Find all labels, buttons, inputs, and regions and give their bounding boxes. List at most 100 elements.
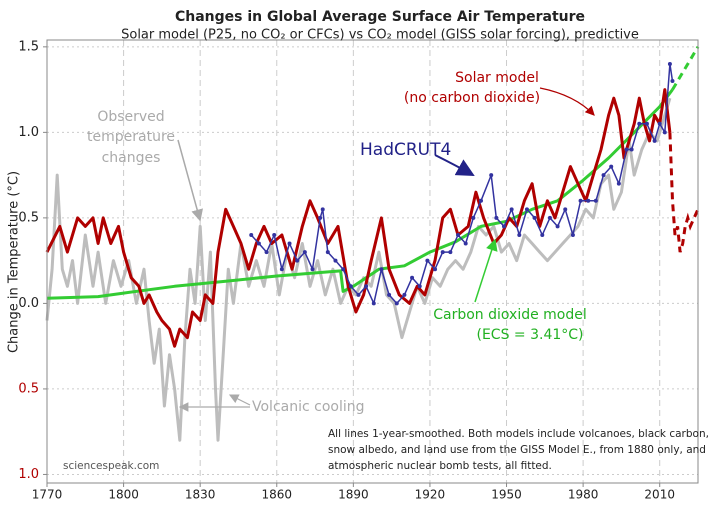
- y-axis-label: Change in Temperature (°C): [7, 171, 22, 353]
- y-tick-label: 0.5: [18, 210, 39, 225]
- y-tick-label: 1.5: [18, 39, 39, 54]
- y-tick-label: 0.0: [18, 296, 39, 311]
- data-point: [348, 284, 353, 289]
- data-point: [364, 284, 369, 289]
- note: atmospheric nuclear bomb tests, all fitt…: [328, 460, 552, 472]
- data-point: [524, 207, 529, 212]
- annotation: temperature: [87, 129, 175, 145]
- annotation: HadCRUT4: [360, 140, 451, 160]
- data-point: [256, 241, 261, 246]
- predicted-line: [671, 46, 700, 91]
- data-point: [667, 61, 672, 66]
- chart-title: Changes in Global Average Surface Air Te…: [175, 9, 585, 25]
- data-point: [371, 301, 376, 306]
- x-tick-label: 1920: [415, 488, 446, 502]
- data-point: [637, 121, 642, 126]
- chart-subtitle: Solar model (P25, no CO₂ or CFCs) vs CO₂…: [121, 28, 639, 43]
- data-point: [279, 267, 284, 272]
- annotation: Carbon dioxide model: [433, 307, 587, 323]
- x-tick-label: 1830: [185, 488, 216, 502]
- arrow: [228, 394, 251, 406]
- x-tick-label: 1800: [108, 488, 139, 502]
- data-point: [325, 250, 330, 255]
- data-point: [601, 173, 606, 178]
- data-point: [517, 232, 522, 237]
- predicted-line: [668, 132, 700, 253]
- data-point: [670, 79, 675, 84]
- y-tick-label: 1.0: [18, 467, 39, 482]
- data-point: [318, 215, 323, 220]
- data-point: [417, 284, 422, 289]
- x-tick-label: 1950: [491, 488, 522, 502]
- annotation: Volcanic cooling: [252, 399, 365, 415]
- data-point: [387, 292, 392, 297]
- data-point: [593, 198, 598, 203]
- axes: 1.0 0.5 0.0 0.5 1.0 1.5 1770 1800 1830 1860 1890 19…: [18, 39, 675, 501]
- annotations: Observed temperature changes HadCRUT4 So…: [63, 70, 709, 472]
- data-point: [302, 250, 307, 255]
- x-tick-label: 1770: [32, 488, 63, 502]
- data-point: [471, 215, 476, 220]
- data-point: [287, 241, 292, 246]
- data-point: [379, 267, 384, 272]
- data-point: [509, 207, 514, 212]
- data-point: [310, 267, 315, 272]
- data-point: [356, 292, 361, 297]
- data-point: [609, 164, 614, 169]
- data-point: [586, 198, 591, 203]
- series-line: [46, 88, 674, 300]
- series-line: [45, 97, 672, 442]
- plot-frame: [46, 39, 699, 484]
- x-tick-label: 2010: [644, 488, 675, 502]
- data-point: [341, 267, 346, 272]
- data-point: [440, 250, 445, 255]
- data-point: [570, 232, 575, 237]
- arrow: [539, 87, 595, 116]
- arrow: [434, 154, 475, 176]
- annotation: (ECS = 3.41°C): [476, 327, 583, 343]
- data-point: [657, 121, 662, 126]
- data-point: [448, 250, 453, 255]
- data-point: [555, 224, 560, 229]
- y-tick-label: 1.0: [18, 125, 39, 140]
- data-point: [463, 241, 468, 246]
- note: snow albedo, and land use from the GISS …: [328, 444, 706, 456]
- arrow: [177, 139, 204, 222]
- data-point: [272, 232, 277, 237]
- data-point: [494, 215, 499, 220]
- data-point: [249, 232, 254, 237]
- data-point: [652, 138, 657, 143]
- data-point: [456, 232, 461, 237]
- data-point: [295, 258, 300, 263]
- y-tick-label: 0.5: [18, 381, 39, 396]
- data-point: [410, 275, 415, 280]
- data-point: [644, 121, 649, 126]
- data-point: [532, 215, 537, 220]
- data-point: [578, 198, 583, 203]
- data-point: [333, 258, 338, 263]
- x-tick-label: 1980: [568, 488, 599, 502]
- data-point: [501, 224, 506, 229]
- data-point: [425, 258, 430, 263]
- data-point: [624, 147, 629, 152]
- data-point: [563, 207, 568, 212]
- data-point: [394, 301, 399, 306]
- plot-lines: [45, 46, 700, 442]
- data-point: [433, 267, 438, 272]
- annotation: Solar model: [455, 70, 539, 86]
- data-point: [402, 292, 407, 297]
- data-point: [479, 198, 483, 203]
- x-tick-label: 1890: [338, 488, 369, 502]
- data-point: [629, 147, 634, 152]
- annotation: (no carbon dioxide): [404, 90, 540, 106]
- annotation: Observed: [97, 109, 164, 125]
- data-point: [540, 232, 545, 237]
- annotation: changes: [102, 150, 161, 166]
- series-line: [45, 88, 672, 348]
- x-tick-label: 1860: [261, 488, 292, 502]
- data-point: [264, 250, 269, 255]
- arrow: [474, 238, 498, 303]
- note: All lines 1-year-smoothed. Both models i…: [328, 428, 709, 440]
- credit: sciencespeak.com: [63, 460, 159, 472]
